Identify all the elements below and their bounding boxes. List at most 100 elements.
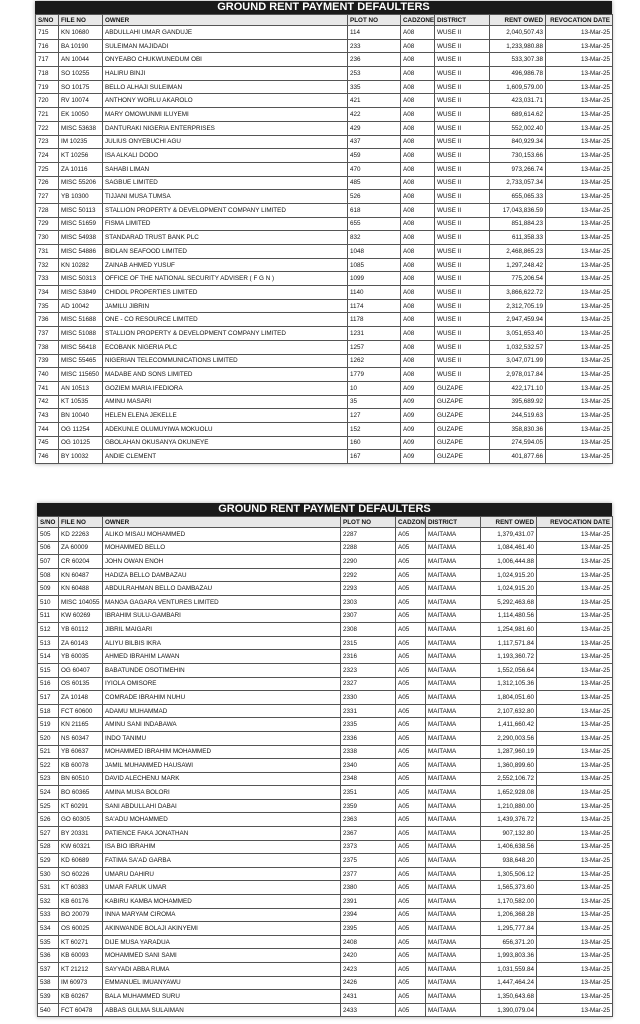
table-cell: A05 bbox=[395, 540, 426, 556]
table-row: 720 RV 10074 ANTHONY WORLU AKAROLO 421 A08 WU… bbox=[35, 93, 613, 109]
table-cell: ZA 60009 bbox=[58, 540, 103, 556]
table-cell: 1779 bbox=[347, 367, 401, 382]
table-cell: MAITAMA bbox=[425, 866, 481, 882]
table-cell: KN 10282 bbox=[58, 257, 103, 273]
column-header: PLOT NO bbox=[347, 14, 401, 26]
table-cell: MARY OMOWUNMI ILUYEMI bbox=[102, 107, 348, 122]
table-cell: 13-Mar-25 bbox=[545, 230, 613, 245]
table-cell: 1257 bbox=[347, 339, 401, 355]
table-cell: 529 bbox=[37, 853, 59, 868]
table-cell: 13-Mar-25 bbox=[545, 79, 613, 95]
column-header: DISTRICT bbox=[425, 516, 481, 528]
table-row: 518 FCT 60600 ADAMU MUHAMMAD 2331 A05 MAITAMA… bbox=[37, 703, 613, 719]
table-cell: 1,350,643.68 bbox=[480, 989, 537, 1004]
table-cell: DIJE MUSA YARADUA bbox=[102, 934, 341, 950]
table-row: 520 NS 60347 INDO TANIMU 2336 A05 MAITAMA 2,29… bbox=[37, 730, 613, 746]
table-cell: ABDULRAHMAN BELLO DAMBAZAU bbox=[102, 581, 341, 596]
table-cell: ISA ALKALI DODO bbox=[102, 148, 348, 163]
table-row: 535 KT 60271 DIJE MUSA YARADUA 2408 A05 MAITA… bbox=[37, 934, 613, 950]
table-cell: 517 bbox=[37, 690, 59, 705]
table-cell: A08 bbox=[400, 285, 435, 300]
table-cell: 2380 bbox=[340, 880, 396, 896]
table-cell: 731 bbox=[35, 244, 59, 259]
table-cell: 1,114,480.56 bbox=[480, 608, 537, 624]
table-row: 742 KT 10535 AMINU MASARI 35 A09 GUZAPE 395,68… bbox=[35, 394, 613, 410]
table-row: 721 EK 10050 MARY OMOWUNMI ILUYEMI 422 A08 WU… bbox=[35, 107, 613, 122]
table-cell: 13-Mar-25 bbox=[536, 567, 613, 583]
table-cell: 422 bbox=[347, 107, 401, 122]
table-cell: ISA BIO IBRAHIM bbox=[102, 839, 341, 855]
table-row: 719 SO 10175 BELLO ALHAJI SULEIMAN 335 A08 WU… bbox=[35, 79, 613, 95]
table-cell: 525 bbox=[37, 798, 59, 814]
table-cell: 655 bbox=[347, 216, 401, 232]
table-cell: A05 bbox=[395, 948, 426, 963]
table-cell: BY 10032 bbox=[58, 449, 103, 464]
table-cell: 1178 bbox=[347, 312, 401, 328]
table-cell: WUSE II bbox=[434, 79, 490, 95]
table-cell: 13-Mar-25 bbox=[545, 449, 613, 464]
table-row: 515 OG 60407 BABATUNDE OSOTIMEHIN 2323 A05 MA… bbox=[37, 662, 613, 678]
table-cell: BN 10040 bbox=[58, 408, 103, 423]
table-cell: KT 10256 bbox=[58, 148, 103, 163]
table-cell: 13-Mar-25 bbox=[545, 257, 613, 273]
table-row: 533 BO 20079 INNA MARYAM CIROMA 2394 A05 MAIT… bbox=[37, 907, 613, 923]
column-header: FILE NO bbox=[58, 14, 103, 26]
table-cell: KD 22263 bbox=[58, 527, 103, 542]
table-cell: MISC 51688 bbox=[58, 312, 103, 328]
table-cell: 526 bbox=[37, 812, 59, 828]
table-cell: GUZAPE bbox=[434, 449, 490, 464]
table-cell: KT 10535 bbox=[58, 394, 103, 410]
table-cell: MAITAMA bbox=[425, 662, 481, 678]
table-cell: 1,379,431.07 bbox=[480, 527, 537, 542]
table-cell: ALIYU BILBIS IKRA bbox=[102, 635, 341, 651]
table-cell: 515 bbox=[37, 662, 59, 678]
table-cell: KB 60093 bbox=[58, 948, 103, 963]
table-cell: 244,519.63 bbox=[489, 408, 546, 423]
table-cell: ADAMU MUHAMMAD bbox=[102, 703, 341, 719]
table-cell: KN 60488 bbox=[58, 581, 103, 596]
table-cell: 1,031,559.84 bbox=[480, 962, 537, 977]
table-cell: MAITAMA bbox=[425, 554, 481, 569]
table-cell: WUSE II bbox=[434, 298, 490, 314]
table-cell: MAITAMA bbox=[425, 649, 481, 664]
table-row: 745 OG 10125 GBOLAHAN OKUSANYA OKUNEYE 160 A… bbox=[35, 435, 613, 451]
table-cell: WUSE II bbox=[434, 271, 490, 287]
table-cell: 13-Mar-25 bbox=[545, 189, 613, 204]
table-cell: 2375 bbox=[340, 853, 396, 868]
table-cell: 743 bbox=[35, 408, 59, 423]
table-cell: 2420 bbox=[340, 948, 396, 963]
table-cell: MAITAMA bbox=[425, 962, 481, 977]
table-cell: A05 bbox=[395, 527, 426, 542]
table-cell: 521 bbox=[37, 744, 59, 760]
table-cell: A05 bbox=[395, 758, 426, 773]
table-cell: MISC 51088 bbox=[58, 326, 103, 341]
table-cell: 689,614.62 bbox=[489, 107, 546, 122]
table-cell: DAVID ALECHENU MARK bbox=[102, 771, 341, 787]
table-cell: MAITAMA bbox=[425, 744, 481, 760]
table-cell: 728 bbox=[35, 202, 59, 218]
table-cell: A09 bbox=[400, 380, 435, 396]
table-cell: A05 bbox=[395, 785, 426, 800]
table-row: 729 MISC 51659 FISMA LIMITED 655 A08 WUSE II 8… bbox=[35, 216, 613, 232]
table-cell: WUSE II bbox=[434, 175, 490, 191]
table-cell: MAITAMA bbox=[425, 581, 481, 596]
table-cell: SAHABI LIMAN bbox=[102, 161, 348, 177]
table-cell: A05 bbox=[395, 839, 426, 855]
table-cell: 732 bbox=[35, 257, 59, 273]
table-cell: 13-Mar-25 bbox=[545, 339, 613, 355]
table-cell: 1,210,880.00 bbox=[480, 798, 537, 814]
table-cell: 2408 bbox=[340, 934, 396, 950]
table-cell: MAITAMA bbox=[425, 717, 481, 732]
column-header: RENT OWED bbox=[480, 516, 537, 528]
table-cell: 13-Mar-25 bbox=[536, 866, 613, 882]
table-cell: 523 bbox=[37, 771, 59, 787]
table-cell: 395,689.92 bbox=[489, 394, 546, 410]
table-cell: 2316 bbox=[340, 649, 396, 664]
table-cell: CR 60204 bbox=[58, 554, 103, 569]
table-cell: 973,266.74 bbox=[489, 161, 546, 177]
table-cell: SA'ADU MOHAMMED bbox=[102, 812, 341, 828]
table-cell: KT 60271 bbox=[58, 934, 103, 950]
table-cell: SANI ABDULLAHI DABAI bbox=[102, 798, 341, 814]
table-cell: KT 60291 bbox=[58, 798, 103, 814]
table-cell: 736 bbox=[35, 312, 59, 328]
